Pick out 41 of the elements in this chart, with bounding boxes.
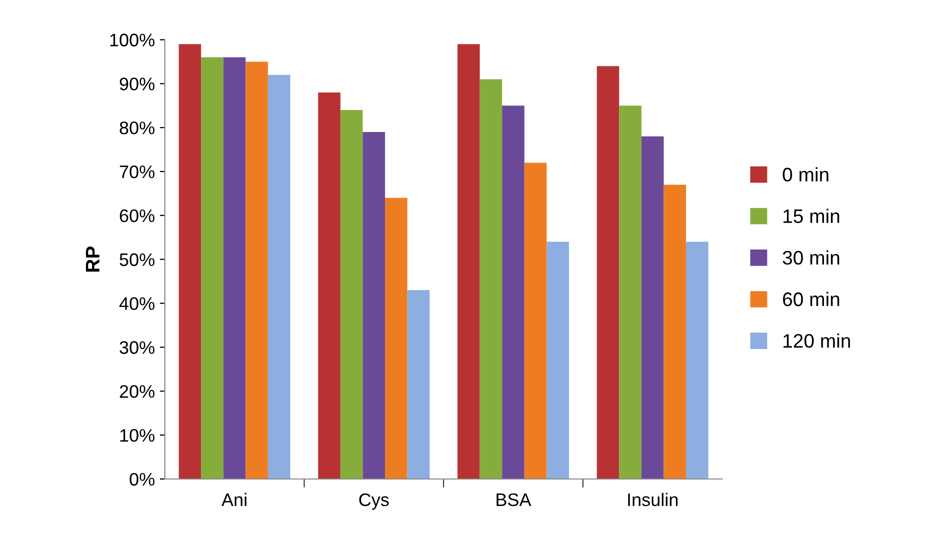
bar xyxy=(619,106,642,480)
y-tick-label: 80% xyxy=(120,122,154,134)
y-tick-label: 10% xyxy=(120,429,154,442)
x-tick-label: Cys xyxy=(359,493,389,510)
y-tick-label: 90% xyxy=(120,78,154,90)
bar xyxy=(385,198,408,480)
y-tick-label: 20% xyxy=(120,385,154,398)
bar xyxy=(318,92,340,480)
bar xyxy=(686,242,708,480)
bar xyxy=(457,44,480,480)
bar xyxy=(201,57,224,480)
legend-label: 0 min xyxy=(782,167,828,182)
bar xyxy=(641,136,664,480)
bar xyxy=(246,62,268,480)
bar xyxy=(268,74,290,480)
x-tick-label: Ani xyxy=(222,492,246,506)
bar xyxy=(502,106,524,480)
legend-label: 60 min xyxy=(783,292,840,306)
bar xyxy=(223,57,246,480)
x-tick-label: Insulin xyxy=(628,492,678,506)
bar xyxy=(480,79,502,480)
y-tick-label: 50% xyxy=(120,253,154,266)
bar xyxy=(664,184,686,480)
bar xyxy=(524,162,547,480)
y-tick-label: 100% xyxy=(110,34,154,46)
bar xyxy=(362,132,386,480)
bar xyxy=(596,66,620,480)
y-axis-title: RP xyxy=(86,246,100,272)
bar xyxy=(340,110,363,480)
y-tick-label: 40% xyxy=(119,297,154,310)
y-tick-label: 30% xyxy=(120,341,154,354)
bar xyxy=(407,290,430,480)
y-tick-label: 60% xyxy=(120,209,154,222)
legend-label: 30 min xyxy=(782,250,840,265)
y-tick-label: 0% xyxy=(130,472,154,486)
bar xyxy=(546,242,569,480)
y-tick-label: 70% xyxy=(120,165,154,178)
legend-label: 120 min xyxy=(784,333,850,348)
x-tick-label: BSA xyxy=(496,493,532,506)
legend-label: 15 min xyxy=(784,208,840,224)
bar xyxy=(178,44,202,480)
